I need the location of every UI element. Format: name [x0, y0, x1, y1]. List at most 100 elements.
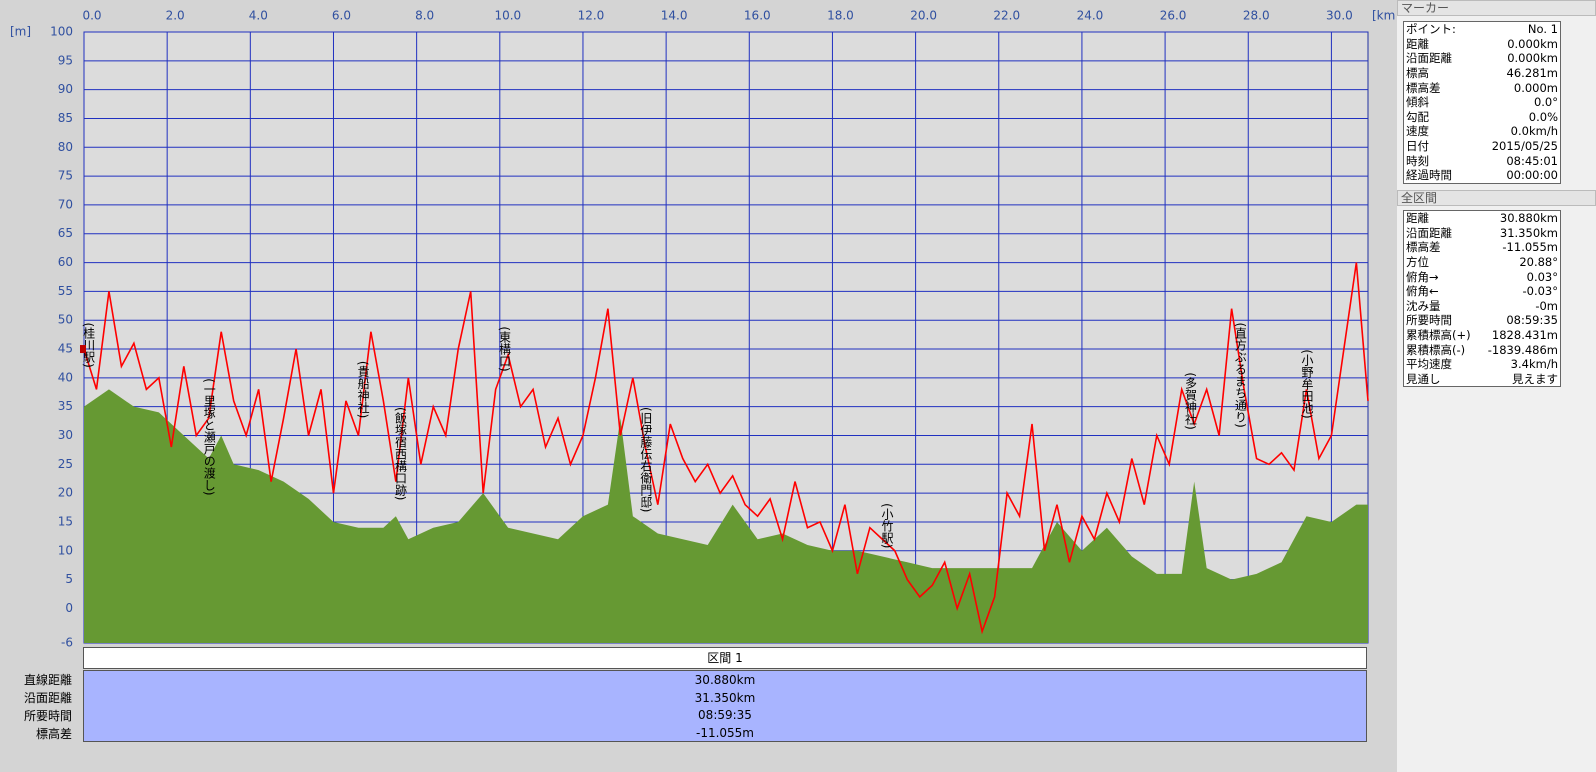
y-tick-label: 35 [58, 399, 73, 413]
y-tick-label: 15 [58, 514, 73, 528]
annotation: (直方ぶるまち通り) [1233, 322, 1247, 427]
annotation: (旧伊藤伝右衛門邸) [639, 407, 653, 512]
row-label: 方位 [1406, 255, 1429, 270]
elevation-line [83, 262, 1369, 635]
row-label: 経過時間 [1406, 168, 1452, 183]
table-row: 見通し 見えます [1404, 372, 1561, 387]
section-label: 沿面距離 [23, 691, 72, 705]
row-label: 累積標高(+) [1406, 328, 1471, 343]
section-value: 31.350km [694, 690, 756, 705]
table-row: 累積標高(-) -1839.486m [1404, 342, 1561, 357]
row-label: 速度 [1406, 124, 1429, 139]
y-tick-label: 70 [58, 197, 73, 211]
y-tick-label: 30 [58, 428, 73, 442]
table-row: 俯角← -0.03° [1404, 284, 1561, 299]
row-value: 46.281m [1506, 66, 1558, 81]
table-row: 傾斜 0.0° [1404, 95, 1561, 110]
table-row: 日付 2015/05/25 [1404, 139, 1561, 154]
total-table: 距離 30.880km 沿面距離 31.350km 標高差 -11.055m 方位 20.88… [1403, 210, 1561, 388]
row-label: 傾斜 [1406, 95, 1429, 110]
x-tick-label: 26.0 [1160, 9, 1187, 23]
row-label: 沈み量 [1406, 298, 1441, 313]
x-tick-label: 28.0 [1243, 9, 1270, 23]
table-row: 所要時間 08:59:35 [1404, 313, 1561, 328]
row-value: -0m [1535, 298, 1558, 313]
x-tick-label: 0.0 [82, 9, 101, 23]
table-row: 速度 0.0km/h [1404, 124, 1561, 139]
y-tick-label: 45 [58, 342, 73, 356]
annotation: (貴船神社) [356, 361, 370, 418]
row-value: -11.055m [1502, 240, 1558, 255]
table-row: 標高差 -11.055m [1404, 240, 1561, 255]
table-row: 沿面距離 0.000km [1404, 51, 1561, 66]
x-tick-label: 2.0 [166, 9, 185, 23]
table-row: 累積標高(+) 1828.431m [1404, 328, 1561, 343]
row-value: 31.350km [1499, 225, 1558, 240]
y-tick-label: 40 [58, 370, 73, 384]
y-tick-label: 100 [50, 25, 73, 39]
row-value: 1828.431m [1491, 328, 1558, 343]
marker-table: ポイント: No. 1 距離 0.000km 沿面距離 0.000km 標高 46.281m 標… [1403, 21, 1561, 184]
x-tick-label: 20.0 [910, 9, 937, 23]
x-tick-label: 12.0 [578, 9, 605, 23]
y-tick-label: 65 [58, 226, 73, 240]
row-value: 2015/05/25 [1491, 139, 1558, 154]
section-value: 30.880km [694, 673, 756, 687]
row-label: 時刻 [1406, 153, 1429, 168]
table-row: 方位 20.88° [1404, 255, 1561, 270]
row-label: 沿面距離 [1406, 51, 1452, 66]
row-value: 0.03° [1526, 269, 1558, 284]
annotation: (多賀神社) [1184, 372, 1198, 429]
row-label: 距離 [1406, 36, 1429, 51]
section-value: 08:59:35 [698, 708, 752, 722]
row-label: 標高差 [1406, 240, 1441, 255]
x-tick-label: 10.0 [494, 9, 521, 23]
row-value: 20.88° [1519, 255, 1558, 270]
row-value: 0.0km/h [1510, 124, 1558, 139]
row-label: 沿面距離 [1406, 225, 1452, 240]
y-tick-label: 55 [58, 284, 73, 298]
y-tick-label: 60 [58, 255, 73, 269]
annotation: (桂川駅) [82, 322, 96, 367]
table-row: 俯角→ 0.03° [1404, 269, 1561, 284]
annotation: (東構口) [497, 326, 511, 371]
section-label: 直線距離 [23, 673, 72, 687]
row-value: -0.03° [1522, 284, 1558, 299]
y-tick-label: -6 [61, 636, 73, 650]
row-value: 0.0% [1528, 109, 1558, 124]
x-tick-label: 16.0 [744, 9, 771, 23]
x-axis-unit: [km] [1372, 9, 1396, 23]
y-tick-label: 80 [58, 140, 73, 154]
row-label: 距離 [1406, 211, 1429, 226]
y-tick-label: 5 [65, 572, 73, 586]
row-value: 0.000m [1513, 80, 1558, 95]
terrain-area [84, 389, 1368, 643]
table-row: 平均速度 3.4km/h [1404, 357, 1561, 372]
chart: [m] [km] -6 0 5 10 15 20 25 30 35 40 45 50 55 60 65 70 7… [10, 9, 1396, 650]
x-tick-label: 24.0 [1077, 9, 1104, 23]
table-row: 標高 46.281m [1404, 66, 1561, 81]
row-label: 平均速度 [1406, 357, 1452, 372]
x-tick-label: 6.0 [332, 9, 351, 23]
y-tick-label: 0 [65, 601, 73, 615]
table-row: 距離 30.880km [1404, 211, 1561, 226]
y-tick-label: 10 [58, 543, 73, 557]
row-value: -1839.486m [1487, 342, 1558, 357]
table-row: ポイント: No. 1 [1404, 22, 1561, 37]
row-value: 00:00:00 [1506, 168, 1558, 183]
start-marker [80, 345, 86, 354]
annotation: (一里塚と瀬戸の渡し) [202, 378, 216, 495]
row-value: 0.0° [1533, 95, 1558, 110]
y-tick-label: 75 [58, 169, 73, 183]
row-value: 見えます [1512, 371, 1558, 386]
x-tick-label: 4.0 [249, 9, 268, 23]
y-tick-label: 20 [58, 486, 73, 500]
y-tick-label: 95 [58, 53, 73, 67]
row-value: 3.4km/h [1510, 357, 1558, 372]
row-label: ポイント: [1406, 22, 1456, 37]
table-row: 沿面距離 31.350km [1404, 226, 1561, 241]
x-tick-label: 18.0 [827, 9, 854, 23]
section-value: -11.055m [695, 725, 754, 740]
section-header: 区間 1 [83, 647, 1367, 669]
